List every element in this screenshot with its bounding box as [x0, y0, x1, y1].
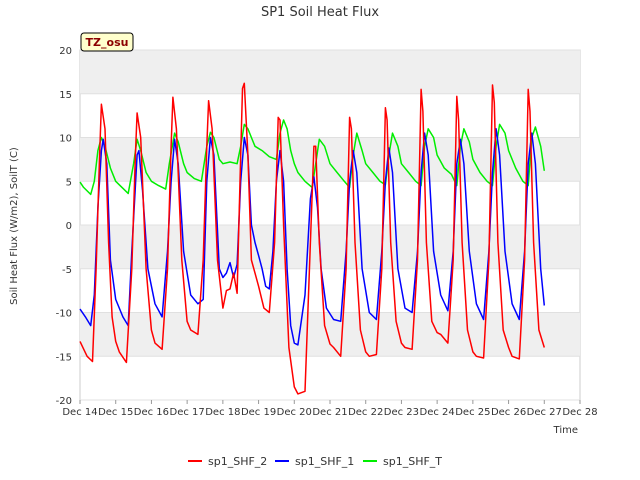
y-tick-label: 10 — [59, 134, 72, 145]
x-tick-label: Dec 23 — [384, 407, 419, 418]
y-tick-label: -5 — [62, 265, 72, 276]
x-tick-label: Dec 27 — [527, 407, 562, 418]
x-axis-label: Time — [553, 425, 578, 436]
legend-label: sp1_SHF_2 — [208, 455, 267, 468]
y-tick-label: -10 — [56, 309, 72, 320]
series-line-sp1_SHF_2 — [79, 82, 546, 395]
x-axis-ticks: Dec 14 Dec 15 Dec 16 Dec 17 Dec 18 Dec 19 Dec … — [62, 400, 598, 418]
y-axis-label: Soil Heat Flux (W/m2), SoilT (C) — [9, 147, 20, 305]
data-series — [79, 82, 546, 395]
x-tick-label: Dec 26 — [491, 407, 526, 418]
x-tick-label: Dec 17 — [170, 407, 205, 418]
y-tick-label: 5 — [66, 177, 72, 188]
grid-band — [80, 137, 580, 182]
x-tick-label: Dec 25 — [455, 407, 490, 418]
station-badge: TZ_osu — [80, 32, 134, 52]
x-tick-label: Dec 18 — [205, 407, 240, 418]
series-line-sp1_SHF_1 — [79, 128, 546, 346]
x-tick-label: Dec 15 — [98, 407, 133, 418]
x-tick-label: Dec 14 — [62, 407, 97, 418]
x-tick-label: Dec 22 — [348, 407, 383, 418]
x-tick-label: Dec 21 — [312, 407, 347, 418]
x-tick-label: Dec 20 — [277, 407, 312, 418]
y-tick-label: 15 — [59, 90, 72, 101]
legend-label: sp1_SHF_1 — [295, 455, 354, 468]
grid-band — [80, 50, 580, 94]
badge-label: TZ_osu — [86, 36, 129, 49]
chart-title: SP1 Soil Heat Flux — [261, 5, 379, 20]
y-tick-label: -20 — [56, 396, 72, 407]
series-line-sp1_SHF_T — [79, 119, 546, 196]
y-tick-label: 20 — [59, 46, 72, 57]
legend: sp1_SHF_2 sp1_SHF_1 sp1_SHF_T — [188, 455, 442, 468]
y-tick-label: -15 — [56, 352, 72, 363]
x-tick-label: Dec 28 — [562, 407, 597, 418]
x-tick-label: Dec 19 — [241, 407, 276, 418]
badge-box — [80, 32, 134, 52]
plot-background — [79, 49, 581, 401]
grid-band — [80, 225, 580, 269]
y-axis-ticks: -20 -15 -10 -5 0 5 10 15 20 — [56, 46, 72, 407]
y-tick-label: 0 — [66, 221, 72, 232]
x-tick-label: Dec 16 — [134, 407, 169, 418]
x-tick-label: Dec 24 — [420, 407, 455, 418]
legend-label: sp1_SHF_T — [383, 455, 442, 468]
